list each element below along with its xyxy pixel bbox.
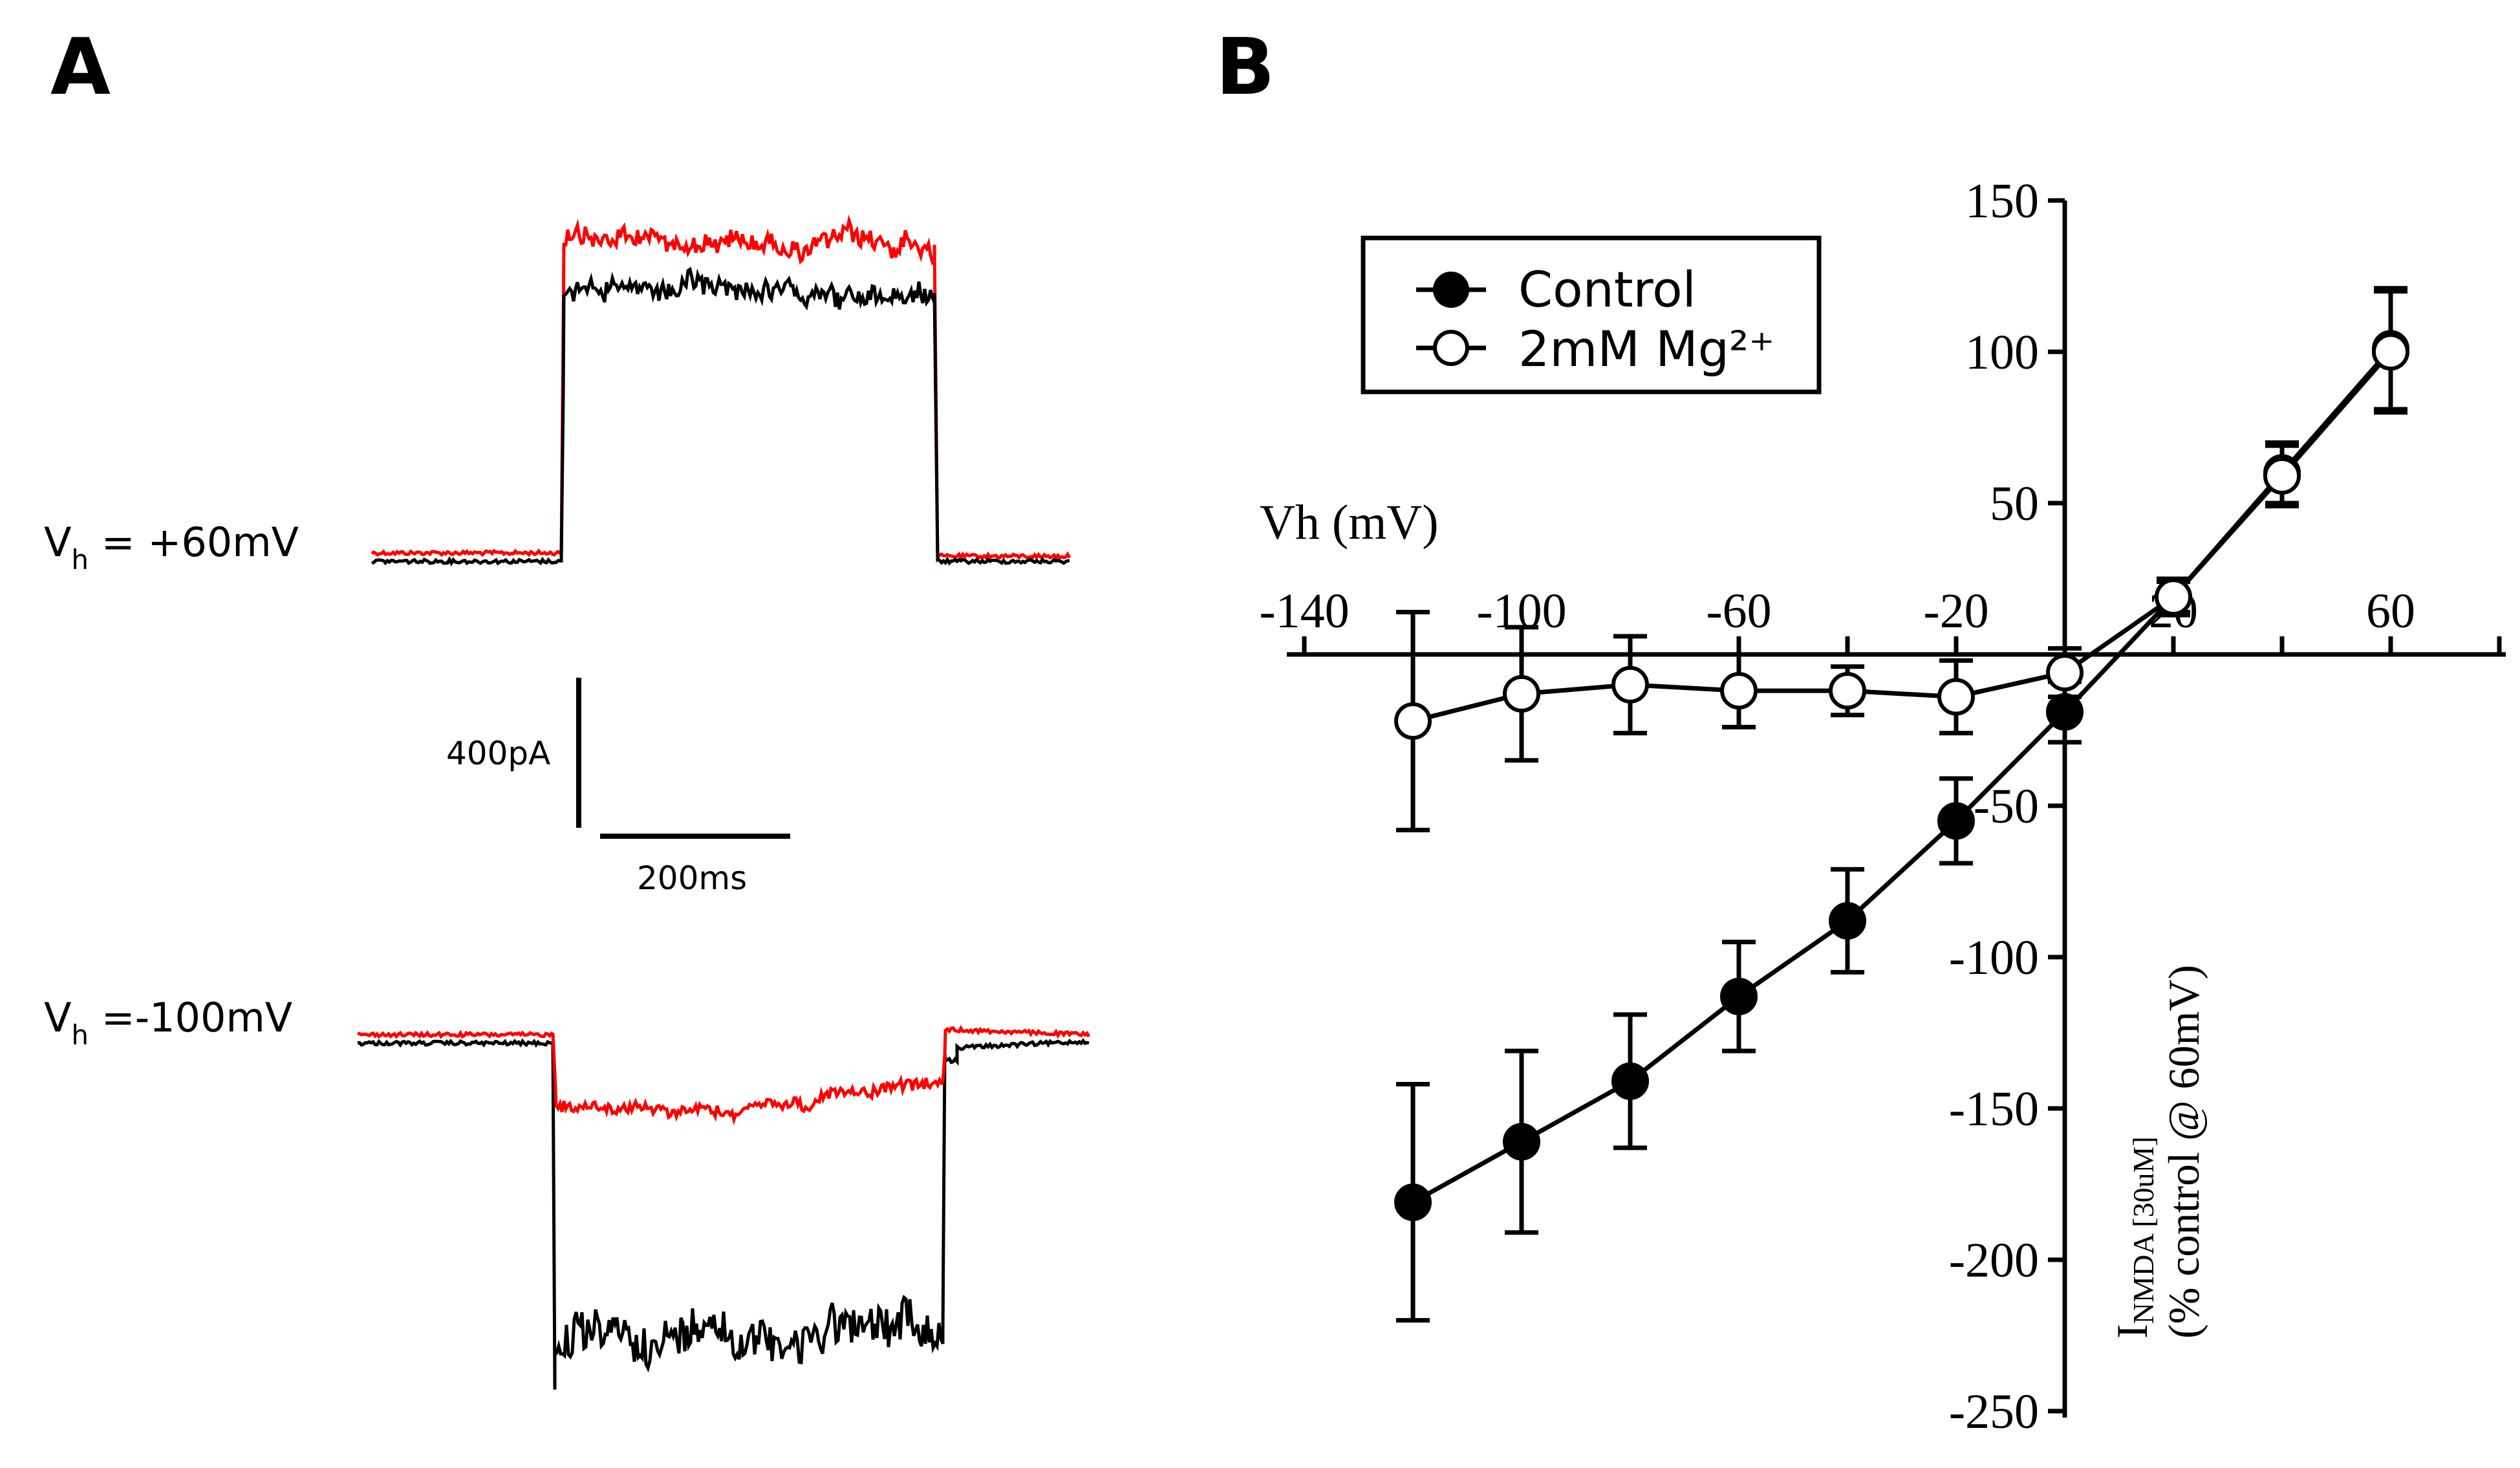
legend: Control 2mM Mg²⁺ [1361,235,1822,394]
svg-text:INMDA [30uM]: INMDA [30uM] [2107,1136,2160,1339]
y-axis-title: INMDA [30uM] (% control @ 60mV) [2107,965,2208,1339]
top-trace-mg [371,214,1072,564]
panel-b-iv-plot: -140-100-60-202060 15010050-50-100-150-2… [1259,174,2506,1439]
mg-data-point [1611,665,1649,704]
control-data-point [1611,1062,1649,1100]
top-trace-control [371,266,1070,567]
x-tick-label: 60 [2366,584,2415,638]
mg-data-point [2372,333,2409,371]
x-tick-label: -140 [1259,584,1349,638]
y-tick-label: 150 [1965,174,2039,228]
mg-data-point [1937,678,1975,716]
legend-box [1361,235,1822,394]
y-tick-label: -150 [1949,1082,2039,1136]
x-axis-ticks: -140-100-60-202060 [1259,584,2502,654]
top-trace-voltage-label: Vh = +60mV [44,519,299,576]
mg-data-point [1829,672,1866,710]
y-tick-label: -50 [1974,779,2039,834]
data-series [1394,286,2409,1323]
y-tick-label: -100 [1949,931,2039,985]
mg-series-line [1412,350,2393,724]
y-tick-label: -250 [1949,1385,2039,1439]
x-tick-label: -60 [1706,584,1771,638]
control-series-line [1412,347,2393,1205]
y-tick-label: -200 [1949,1233,2039,1288]
control-data-point [1829,901,1866,940]
control-data-point [1937,802,1975,840]
control-data-point [2046,693,2084,731]
x-axis-title: Vh (mV) [1260,495,1439,550]
control-data-point [1720,977,1758,1015]
scale-current-label: 400pA [446,735,550,772]
mg-data-point [2155,578,2192,616]
mg-data-point [2263,457,2301,495]
panel-b-letter: B [1216,23,1275,113]
y-axis-ticks: 150 100 50 -50 -100 -150 -200 -250 [1949,174,2065,1439]
legend-control-label: Control [1518,261,1696,318]
svg-text:(% control @ 60mV): (% control @ 60mV) [2159,965,2208,1339]
x-tick-label: -20 [1923,584,1988,638]
scale-time-label: 200ms [637,859,747,897]
control-data-point [1394,1183,1432,1222]
panel-a-traces: Vh = +60mV Vh =-100mV 400pA 200ms [44,214,1091,1390]
mg-data-point [1720,672,1758,710]
y-tick-label: 50 [1990,477,2039,531]
bottom-trace-mg [357,1024,1091,1126]
y-tick-label: 100 [1965,325,2039,380]
mg-data-point [1394,702,1432,740]
mg-data-point [2046,654,2084,692]
mg-data-point [1503,675,1540,713]
legend-mg-marker [1433,330,1469,366]
panel-a-letter: A [50,23,111,113]
bottom-trace-voltage-label: Vh =-100mV [44,994,292,1051]
control-data-point [1503,1123,1540,1161]
bottom-trace-control [357,1038,1090,1390]
legend-mg-label: 2mM Mg²⁺ [1518,320,1775,378]
legend-control-marker [1433,272,1469,308]
